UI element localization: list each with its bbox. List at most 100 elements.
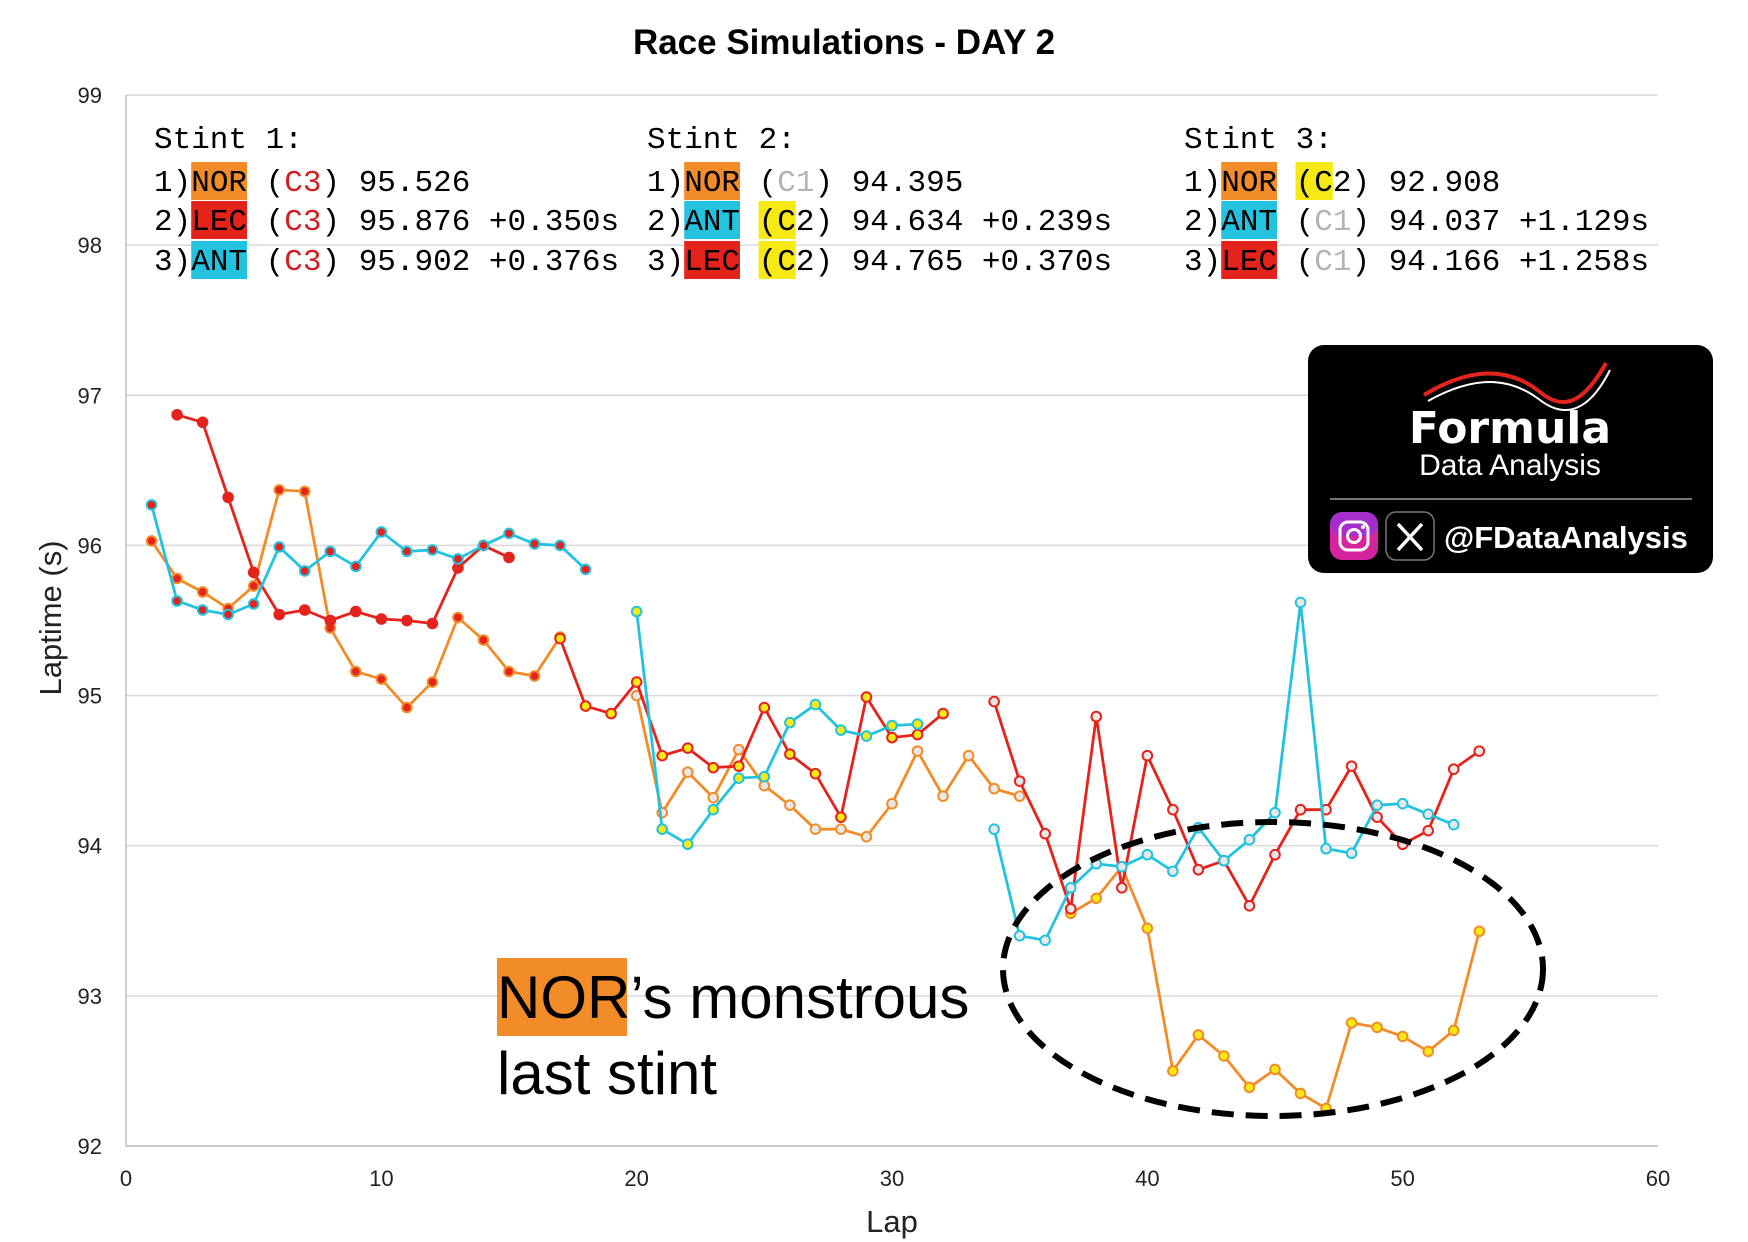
series-ant-stint-1 <box>145 499 592 621</box>
data-point <box>988 823 1000 835</box>
x-tick-label: 60 <box>1646 1166 1670 1191</box>
data-point <box>835 823 847 835</box>
data-point <box>758 770 771 783</box>
data-point <box>1345 760 1358 772</box>
data-point <box>401 701 413 714</box>
data-point <box>350 605 362 618</box>
data-point <box>426 676 439 688</box>
stint-block-3: Stint 3: 1)NOR (C2) 92.908 2)ANT (C1) 94.0… <box>1184 123 1649 280</box>
logo-swoosh <box>1422 362 1608 404</box>
data-point <box>784 716 796 729</box>
data-point <box>1167 803 1179 816</box>
stint-row-text: 1)NOR (C2) 92.908 <box>1184 166 1500 201</box>
stint-row-text: 1)NOR (C3) 95.526 <box>154 166 470 201</box>
stint-row: 1)NOR (C3) 95.526 <box>154 162 470 201</box>
data-point <box>1218 854 1230 867</box>
data-point <box>758 701 771 714</box>
instagram-icon[interactable] <box>1330 512 1378 560</box>
y-tick-label: 96 <box>78 533 102 558</box>
y-tick-label: 93 <box>78 984 102 1009</box>
x-icon[interactable] <box>1385 511 1435 561</box>
data-point <box>860 830 873 843</box>
data-point <box>145 535 158 547</box>
data-point <box>401 614 413 627</box>
data-point <box>1422 808 1434 820</box>
series-line <box>635 611 918 846</box>
compound-highlight <box>1295 162 1333 200</box>
annotation-line-1: NOR’s monstrous <box>497 964 969 1031</box>
data-point <box>503 527 515 540</box>
data-point <box>1243 899 1256 912</box>
data-point <box>196 416 209 429</box>
data-point <box>1141 922 1154 935</box>
data-point <box>401 545 413 558</box>
data-point <box>784 748 796 760</box>
annotation-highlight-text: NOR <box>497 964 630 1031</box>
series-nor-stint-3 <box>1064 860 1486 1115</box>
data-point <box>350 560 362 573</box>
data-point <box>247 580 260 592</box>
data-point <box>1090 710 1103 723</box>
data-point <box>247 598 260 610</box>
data-point <box>656 749 669 762</box>
data-point <box>1192 1029 1205 1041</box>
series-line <box>635 695 1021 839</box>
data-point <box>1039 827 1051 840</box>
stint-row-text: 3)LEC (C1) 94.166 +1.258s <box>1184 245 1649 280</box>
driver-highlight <box>1221 162 1277 200</box>
driver-highlight <box>684 162 740 200</box>
data-point <box>1218 1050 1230 1062</box>
x-tick-label: 30 <box>880 1166 904 1191</box>
data-point <box>656 823 669 835</box>
data-point <box>145 499 158 511</box>
data-point <box>1345 1017 1358 1029</box>
data-point <box>835 811 847 823</box>
series-lec-stint-1 <box>171 409 515 630</box>
data-point <box>1090 892 1103 905</box>
data-point <box>1013 930 1026 942</box>
data-point <box>1294 803 1307 816</box>
data-point <box>528 538 541 550</box>
stint-block-2: Stint 2: 1)NOR (C1) 94.395 2)ANT (C2) 94.6… <box>647 123 1112 280</box>
stint-row: 3)LEC (C1) 94.166 +1.258s <box>1184 241 1649 280</box>
data-point <box>426 617 439 630</box>
y-tick-label: 98 <box>78 233 102 258</box>
chart-title: Race Simulations - DAY 2 <box>633 23 1055 62</box>
driver-highlight <box>684 201 740 239</box>
x-tick-label: 50 <box>1390 1166 1414 1191</box>
annotation-ellipse <box>1000 819 1546 1119</box>
data-point <box>452 553 464 565</box>
data-point <box>886 797 898 810</box>
data-point <box>707 761 720 774</box>
data-point <box>426 544 439 556</box>
data-point <box>273 541 286 553</box>
y-tick-label: 97 <box>78 383 102 408</box>
annotation-text: NOR’s monstrous last stint <box>497 958 969 1107</box>
logo-subtitle: Data Analysis <box>1419 449 1601 482</box>
data-point <box>911 745 924 757</box>
series-line <box>176 413 510 625</box>
data-point <box>1269 806 1281 819</box>
annotation-line-2: last stint <box>497 1040 717 1107</box>
data-point <box>171 409 183 421</box>
data-point <box>681 742 694 754</box>
data-point <box>1320 842 1332 855</box>
y-tick-label: 92 <box>78 1134 102 1159</box>
data-point <box>1064 881 1077 894</box>
data-point <box>911 728 924 741</box>
data-point <box>554 539 566 552</box>
data-point <box>298 604 311 616</box>
data-point <box>247 566 260 579</box>
data-point <box>835 724 847 736</box>
data-point <box>809 698 822 711</box>
series-nor-stint-2 <box>630 689 1026 843</box>
data-point <box>477 634 490 646</box>
data-point <box>784 799 796 811</box>
data-point <box>503 665 515 678</box>
data-point <box>171 572 183 585</box>
data-point <box>860 730 873 742</box>
data-point <box>554 632 566 645</box>
data-point <box>298 565 311 577</box>
data-point <box>630 676 643 688</box>
